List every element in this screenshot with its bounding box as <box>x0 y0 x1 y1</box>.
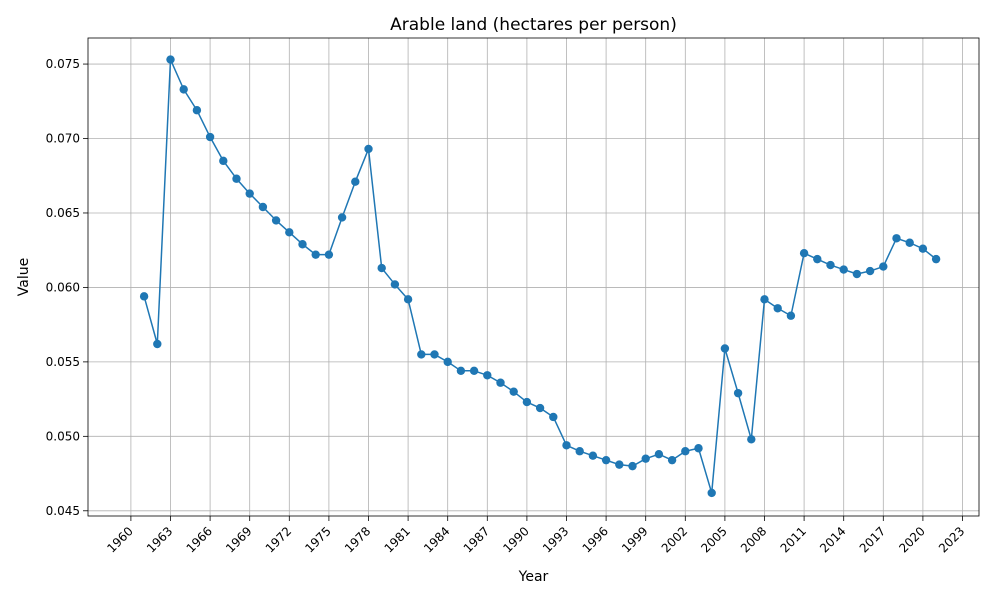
y-tick-label: 0.050 <box>46 429 80 443</box>
y-tick-label: 0.070 <box>46 132 80 146</box>
data-point <box>483 371 492 380</box>
data-point <box>747 435 756 444</box>
data-point <box>562 441 571 450</box>
data-point <box>931 254 941 264</box>
data-point <box>285 228 294 237</box>
data-point <box>892 234 901 243</box>
data-point <box>575 447 584 456</box>
data-point <box>219 156 228 166</box>
data-point <box>694 444 703 453</box>
series-markers <box>139 55 941 498</box>
data-point <box>232 174 241 183</box>
data-point <box>496 378 505 387</box>
data-point <box>166 55 175 64</box>
data-point <box>641 454 650 463</box>
data-point <box>456 366 466 376</box>
data-point <box>390 280 400 289</box>
data-point <box>430 350 439 359</box>
data-point <box>799 248 809 258</box>
data-point <box>588 451 598 460</box>
data-point <box>311 250 320 259</box>
data-point <box>417 350 426 359</box>
data-point <box>826 260 835 270</box>
data-point <box>324 250 334 259</box>
data-point <box>153 339 162 349</box>
data-point <box>377 263 386 273</box>
y-tick-label: 0.065 <box>46 206 80 220</box>
data-point <box>509 387 518 396</box>
data-point <box>351 177 360 186</box>
data-point <box>337 213 347 222</box>
data-point <box>205 132 215 142</box>
data-point <box>443 357 452 367</box>
data-point <box>601 455 611 465</box>
data-point <box>733 388 743 398</box>
data-point <box>865 266 875 276</box>
data-point <box>549 412 558 422</box>
data-point <box>879 262 888 271</box>
y-tick-label: 0.075 <box>46 57 80 71</box>
y-axis-ticks: 0.045 0.050 0.055 0.060 0.065 0.070 0.075 <box>46 57 88 518</box>
data-point <box>403 295 413 304</box>
data-point <box>469 366 479 376</box>
data-point <box>535 403 545 413</box>
chart-title: Arable land (hectares per person) <box>390 15 677 35</box>
data-point <box>760 295 769 304</box>
data-point <box>720 344 730 353</box>
y-tick-label: 0.045 <box>46 504 80 518</box>
data-point <box>918 244 928 253</box>
data-point <box>813 254 822 264</box>
data-point <box>786 311 796 320</box>
data-point <box>139 292 149 301</box>
y-tick-label: 0.060 <box>46 280 80 294</box>
data-point <box>179 85 188 94</box>
data-point <box>667 455 677 465</box>
data-point <box>364 144 373 154</box>
y-tick-label: 0.055 <box>46 355 80 369</box>
data-point <box>245 189 254 198</box>
data-point <box>707 488 716 498</box>
data-point <box>522 397 532 407</box>
data-point <box>628 461 637 471</box>
data-point <box>298 240 307 249</box>
x-axis-title: Year <box>518 569 549 585</box>
data-point <box>852 269 862 279</box>
data-point <box>271 216 281 225</box>
data-point <box>615 460 624 469</box>
data-point <box>773 304 782 313</box>
data-point <box>258 202 268 212</box>
data-point <box>192 106 202 115</box>
grid <box>88 38 979 516</box>
plot-frame <box>87 37 980 517</box>
data-point <box>681 447 690 456</box>
data-point <box>654 450 664 459</box>
y-axis-title: Value <box>16 258 32 296</box>
data-point <box>839 265 848 274</box>
data-point <box>905 238 914 247</box>
